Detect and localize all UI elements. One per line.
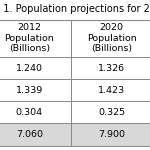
Bar	[70, 123, 150, 146]
Text: Table 1. Population projections for 2030: Table 1. Population projections for 2030	[0, 4, 150, 15]
Bar	[0, 79, 70, 101]
Bar	[70, 79, 150, 101]
Bar	[0, 101, 70, 123]
Bar	[0, 123, 70, 146]
Text: 7.900: 7.900	[98, 130, 125, 139]
Text: 1.339: 1.339	[16, 86, 43, 95]
Bar	[70, 101, 150, 123]
Text: 0.304: 0.304	[16, 108, 43, 117]
Text: 7.060: 7.060	[16, 130, 43, 139]
Text: 1.326: 1.326	[98, 64, 125, 73]
Text: 2020
Population
(Billions): 2020 Population (Billions)	[87, 24, 137, 53]
Bar	[70, 57, 150, 79]
Bar	[70, 20, 150, 57]
Text: 0.325: 0.325	[98, 108, 125, 117]
Bar	[0, 20, 70, 57]
Text: 1.423: 1.423	[98, 86, 125, 95]
Text: 1.240: 1.240	[16, 64, 43, 73]
Text: 2012
Population
(Billions): 2012 Population (Billions)	[4, 24, 54, 53]
Bar	[0, 57, 70, 79]
